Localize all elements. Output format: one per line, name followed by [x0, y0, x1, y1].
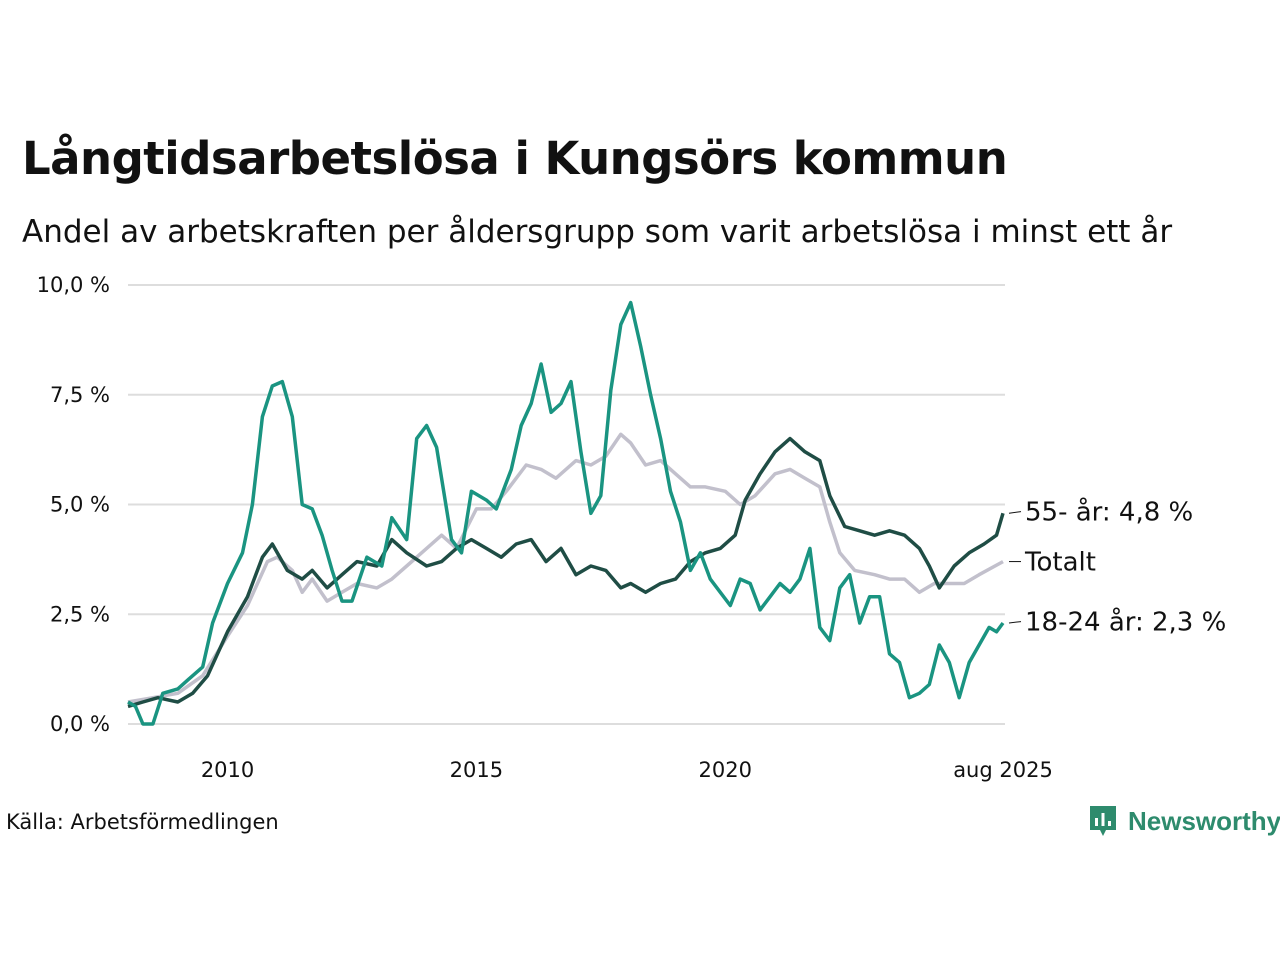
grid-lines [128, 284, 1005, 725]
newsworthy-logo-icon [1090, 806, 1116, 836]
x-tick-label: 2020 [699, 758, 752, 782]
y-tick-label: 0,0 % [50, 712, 110, 736]
series-line [127, 300, 1005, 726]
label-leader-line [1008, 621, 1022, 624]
x-axis-ticks: 2010 2015 2020 aug 2025 [201, 758, 1053, 782]
brand-name: Newsworthy [1128, 805, 1280, 836]
y-tick-label: 2,5 % [50, 602, 110, 626]
series-end-label: 18-24 år: 2,3 % [1025, 607, 1226, 638]
y-tick-label: 5,0 % [50, 493, 110, 517]
series-line [127, 436, 1005, 709]
x-tick-label: aug 2025 [953, 758, 1053, 782]
y-tick-label: 10,0 % [37, 273, 110, 297]
series-line [127, 432, 1004, 704]
series-end-label: 55- år: 4,8 % [1025, 497, 1193, 528]
x-tick-label: 2010 [201, 758, 254, 782]
chart-title: Långtidsarbetslösa i Kungsörs kommun [22, 132, 1008, 185]
x-tick-label: 2015 [450, 758, 503, 782]
y-tick-label: 7,5 % [50, 383, 110, 407]
label-leader-line [1008, 511, 1022, 514]
brand-logo: Newsworthy [1088, 804, 1280, 838]
chart-subtitle: Andel av arbetskraften per åldersgrupp s… [22, 214, 1173, 250]
source-note: Källa: Arbetsförmedlingen [6, 810, 279, 834]
series-end-label: Totalt [1024, 548, 1096, 578]
series-end-labels: Totalt 55- år: 4,8 % 18-24 år: 2,3 % [1008, 497, 1226, 638]
y-axis-ticks: 0,0 % 2,5 % 5,0 % 7,5 % 10,0 % [37, 273, 110, 736]
series-lines [127, 300, 1005, 726]
